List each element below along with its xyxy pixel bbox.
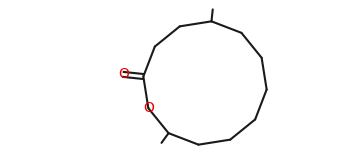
Text: O: O <box>118 67 129 82</box>
Text: O: O <box>143 101 154 115</box>
